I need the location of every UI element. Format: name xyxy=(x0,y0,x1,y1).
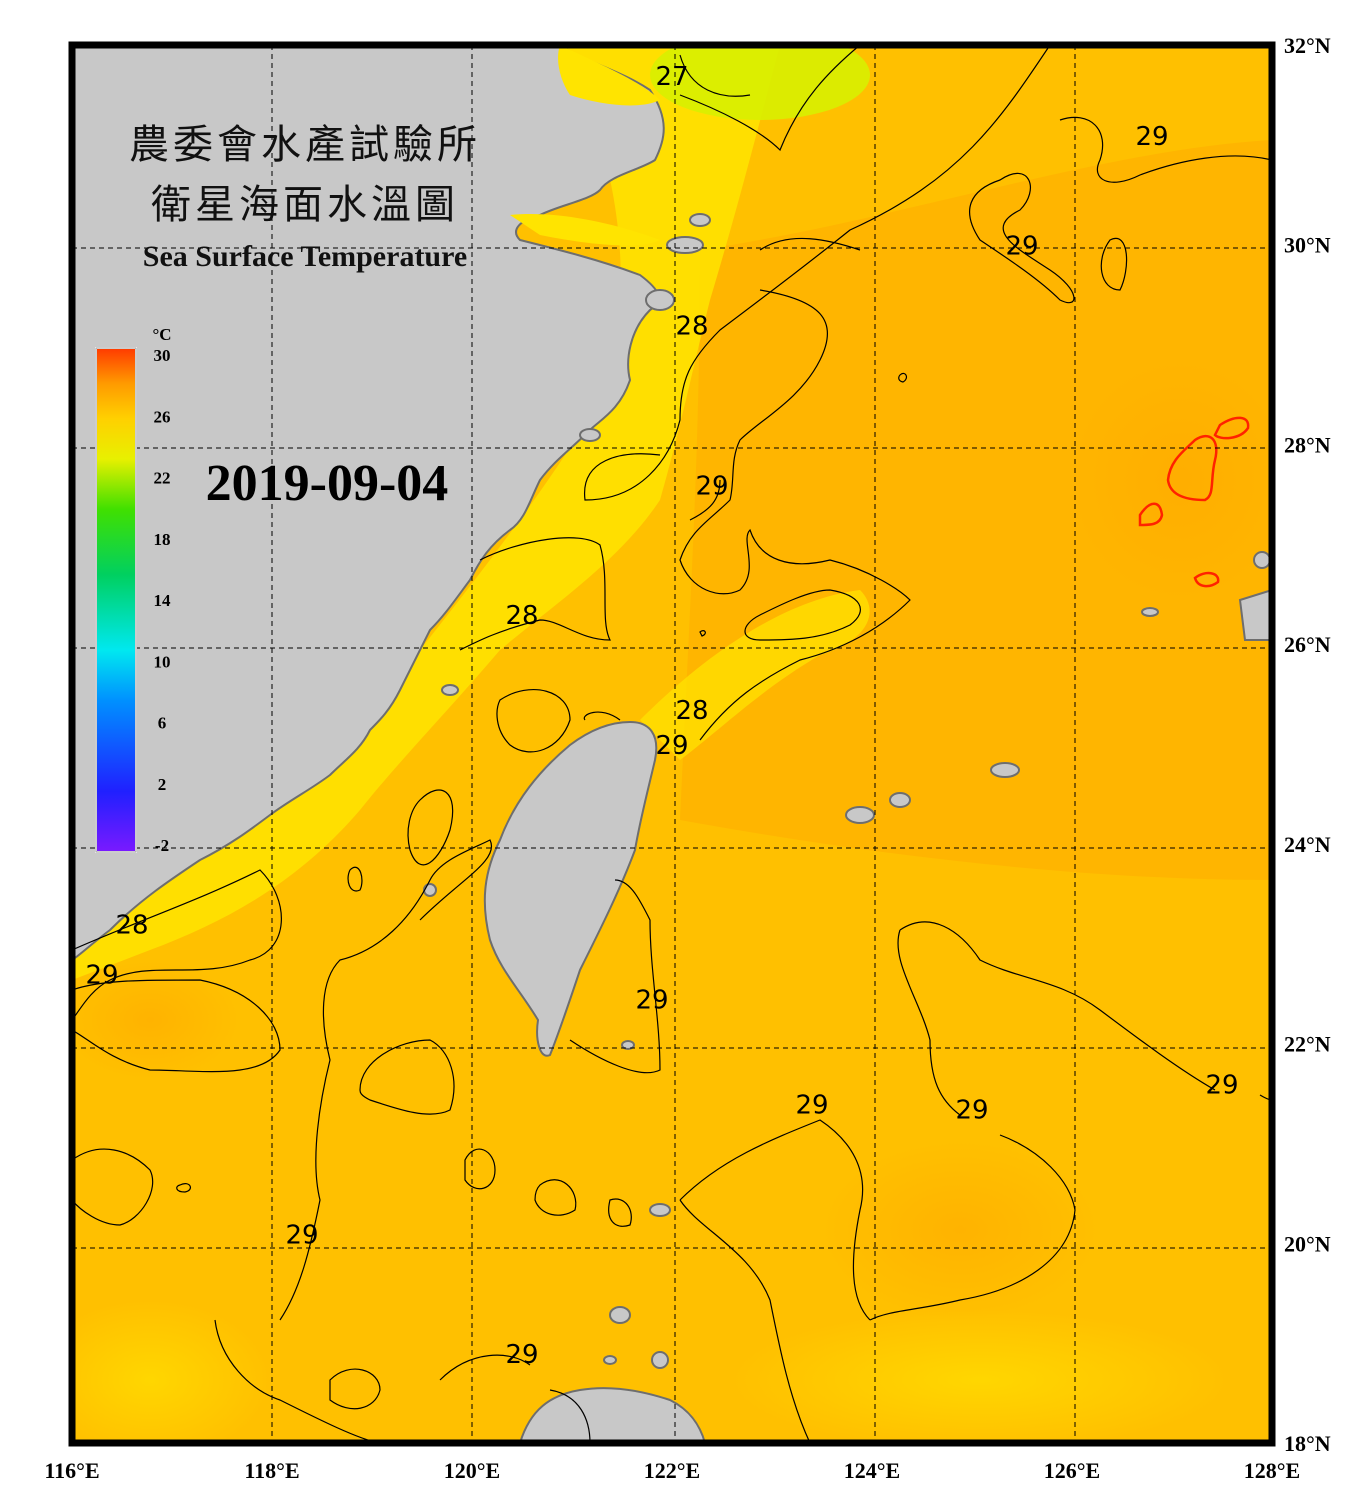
small-islands xyxy=(423,213,1272,1369)
colorbar-gradient xyxy=(95,347,137,853)
contour-label: 28 xyxy=(505,601,538,631)
colorbar-tick-label: 30 xyxy=(154,346,171,365)
luzon-land xyxy=(518,1387,707,1443)
title-line2: 衛星海面水溫圖 xyxy=(151,182,459,228)
longitude-labels: 116°E 118°E 120°E 122°E 124°E 126°E 128°E xyxy=(44,1458,1300,1483)
contour-label: 29 xyxy=(955,1095,988,1125)
contour-label: 29 xyxy=(1005,232,1038,262)
colorbar-tick-label: 14 xyxy=(154,591,172,610)
longitude-label: 120°E xyxy=(444,1458,500,1483)
contour-label: 28 xyxy=(675,312,708,342)
colorbar: °C 30 26 22 18 14 10 6 2 -2 xyxy=(95,325,172,855)
contour-label: 29 xyxy=(85,961,118,991)
map-area: 29 29 28 29 28 28 29 28 29 29 29 29 29 29 29 27 xyxy=(72,45,1272,1443)
latitude-label: 30°N xyxy=(1284,233,1331,258)
hangzhou-bay xyxy=(510,214,660,246)
contour-label: 28 xyxy=(115,911,148,941)
yellow-spot xyxy=(72,1300,270,1443)
yellow-tongue xyxy=(640,590,870,760)
contour-label: 29 xyxy=(1135,122,1168,152)
contour-label: 27 xyxy=(655,62,688,92)
colorbar-border xyxy=(95,347,137,853)
warm-spot xyxy=(820,1140,1100,1320)
cool-water-spot xyxy=(650,45,870,120)
colorbar-tick-label: 2 xyxy=(158,775,167,794)
contour-label: 29 xyxy=(505,1340,538,1370)
warm-spot xyxy=(1070,360,1272,600)
warm-isotherm-lines xyxy=(1138,416,1250,588)
title-line1: 農委會水產試驗所 xyxy=(129,122,481,168)
colorbar-ticks: 30 26 22 18 14 10 6 2 -2 xyxy=(154,346,172,855)
latitude-label: 28°N xyxy=(1284,432,1331,457)
longitude-label: 122°E xyxy=(644,1458,700,1483)
date-label: 2019-09-04 xyxy=(206,455,449,512)
contour-label: 29 xyxy=(795,1090,828,1120)
contour-label: 29 xyxy=(655,731,688,761)
contour-label: 29 xyxy=(695,471,728,501)
latitude-label: 18°N xyxy=(1284,1431,1331,1456)
contour-label: 29 xyxy=(635,986,668,1016)
longitude-label: 128°E xyxy=(1244,1458,1300,1483)
latitude-label: 20°N xyxy=(1284,1231,1331,1256)
colorbar-tick-label: 10 xyxy=(154,652,171,671)
colorbar-tick-label: -2 xyxy=(155,836,169,855)
contour-label: 29 xyxy=(285,1220,318,1250)
taiwan-island xyxy=(483,720,658,1057)
contour-label: 28 xyxy=(675,696,708,726)
latitude-label: 22°N xyxy=(1284,1032,1331,1057)
latitude-labels: 32°N 30°N 28°N 26°N 24°N 22°N 20°N 18°N xyxy=(1284,33,1331,1456)
contour-labels: 29 29 28 29 28 28 29 28 29 29 29 29 29 29 29 27 xyxy=(85,62,1238,1370)
map-frame xyxy=(68,41,1276,1447)
yangtze-estuary xyxy=(558,45,660,106)
contour-label: 29 xyxy=(1205,1071,1238,1101)
latitude-label: 24°N xyxy=(1284,832,1331,857)
colorbar-unit: °C xyxy=(152,325,171,344)
latitude-label: 26°N xyxy=(1284,632,1331,657)
colorbar-tick-label: 18 xyxy=(154,530,171,549)
colorbar-tick-label: 26 xyxy=(154,407,171,426)
warm-water-region xyxy=(680,140,1272,880)
colorbar-tick-label: 22 xyxy=(154,469,171,488)
yellow-spot xyxy=(730,1310,1230,1443)
longitude-label: 118°E xyxy=(244,1458,299,1483)
title-english: Sea Surface Temperature xyxy=(143,240,467,273)
isotherm-lines xyxy=(72,45,1272,1443)
latitude-label: 32°N xyxy=(1284,33,1331,58)
colorbar-tick-label: 6 xyxy=(158,714,167,733)
graticule xyxy=(72,45,1272,1443)
longitude-label: 124°E xyxy=(844,1458,900,1483)
warm-spot xyxy=(72,960,240,1080)
longitude-label: 126°E xyxy=(1044,1458,1100,1483)
longitude-label: 116°E xyxy=(44,1458,99,1483)
